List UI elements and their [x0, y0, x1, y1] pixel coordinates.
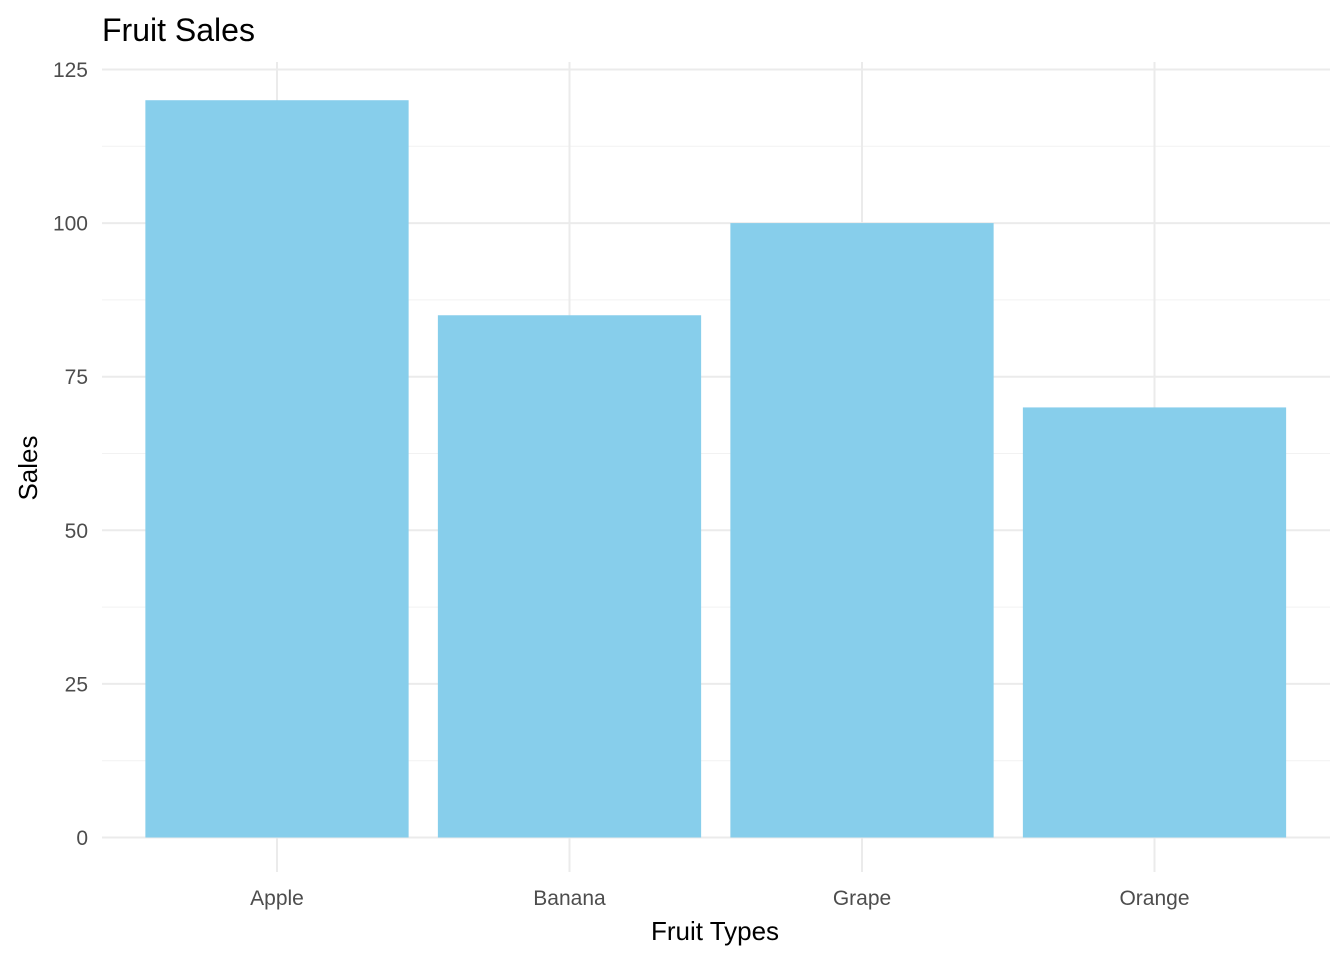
bar-grape: [730, 223, 994, 838]
y-tick-label: 25: [65, 673, 88, 696]
y-axis-ticks: 0 25 50 75 100 125: [53, 59, 88, 850]
y-tick-label: 125: [53, 59, 88, 82]
bar-series: [145, 100, 1287, 838]
x-tick-label: Orange: [1119, 887, 1189, 910]
x-tick-label: Grape: [833, 887, 891, 910]
y-axis-title: Sales: [13, 435, 43, 500]
x-tick-label: Banana: [533, 887, 606, 910]
x-axis-ticks: Apple Banana Grape Orange: [250, 887, 1189, 910]
chart-title: Fruit Sales: [102, 12, 255, 48]
y-tick-label: 100: [53, 213, 88, 236]
bar-banana: [437, 315, 702, 838]
y-tick-label: 50: [65, 520, 88, 543]
y-tick-label: 0: [76, 827, 88, 850]
x-tick-label: Apple: [250, 887, 304, 910]
bar-orange: [1022, 407, 1287, 838]
bar-apple: [145, 100, 409, 838]
x-axis-title: Fruit Types: [651, 916, 779, 946]
y-tick-label: 75: [65, 366, 88, 389]
